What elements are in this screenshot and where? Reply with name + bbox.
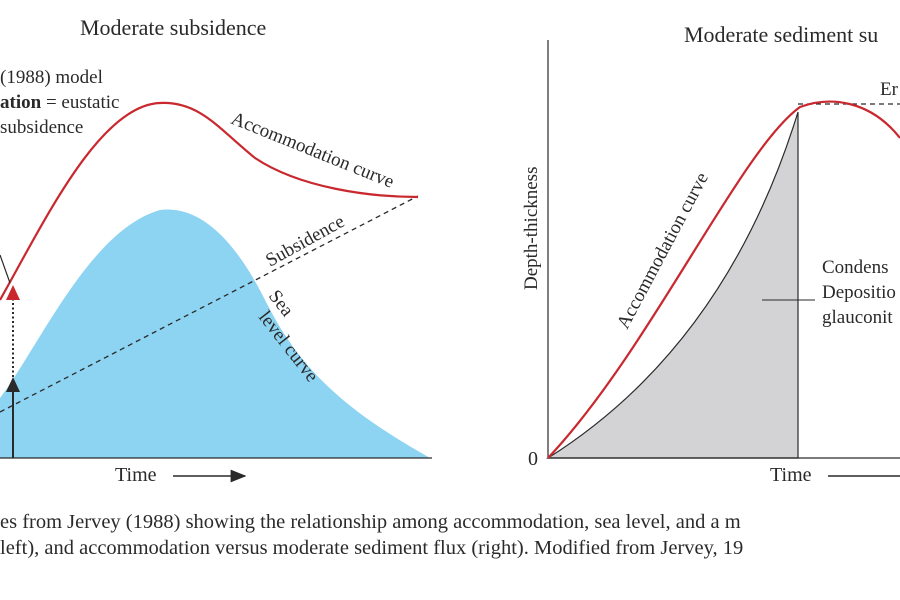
left-panel: Moderate subsidence (1988) model ation =… xyxy=(0,15,432,486)
right-y-axis-label: Depth-thickness xyxy=(521,167,542,290)
solid-arrow-head xyxy=(6,377,20,392)
model-note-bold: ation xyxy=(0,92,42,113)
dotted-arrow-head xyxy=(6,285,20,300)
subsidence-label: Subsidence xyxy=(262,211,348,271)
model-note-rest: = eustatic xyxy=(41,92,119,113)
right-panel: Moderate sediment su Depth-thickness 0 A… xyxy=(521,22,900,486)
origin-label: 0 xyxy=(528,448,538,470)
model-note-line2: ation = eustatic xyxy=(0,92,119,113)
model-note-line1: (1988) model xyxy=(0,67,103,88)
condensed-label-line3: glauconit xyxy=(822,307,893,328)
accommodation-curve-label: Accommodation curve xyxy=(228,108,397,193)
caption-line2: left), and accommodation versus moderate… xyxy=(0,537,743,559)
condensed-label-line2: Depositio xyxy=(822,282,896,303)
subsidence-line xyxy=(0,195,419,413)
accommodation-curve-right xyxy=(547,100,900,459)
right-x-axis-label: Time xyxy=(770,464,812,486)
left-panel-title: Moderate subsidence xyxy=(80,15,266,40)
sediment-area xyxy=(545,111,799,459)
condensed-label-line1: Condens xyxy=(822,257,889,278)
pointer-line xyxy=(0,254,11,284)
right-accommodation-label: Accommodation curve xyxy=(613,169,713,332)
model-note-line3: subsidence xyxy=(0,117,83,138)
caption: es from Jervey (1988) showing the relati… xyxy=(0,511,743,559)
right-panel-title: Moderate sediment su xyxy=(684,22,878,47)
sea-level-area xyxy=(0,209,430,458)
top-right-label: Er xyxy=(880,79,899,100)
accommodation-curve-left xyxy=(0,101,419,301)
left-x-axis-label: Time xyxy=(115,464,157,486)
caption-line1: es from Jervey (1988) showing the relati… xyxy=(0,511,741,533)
